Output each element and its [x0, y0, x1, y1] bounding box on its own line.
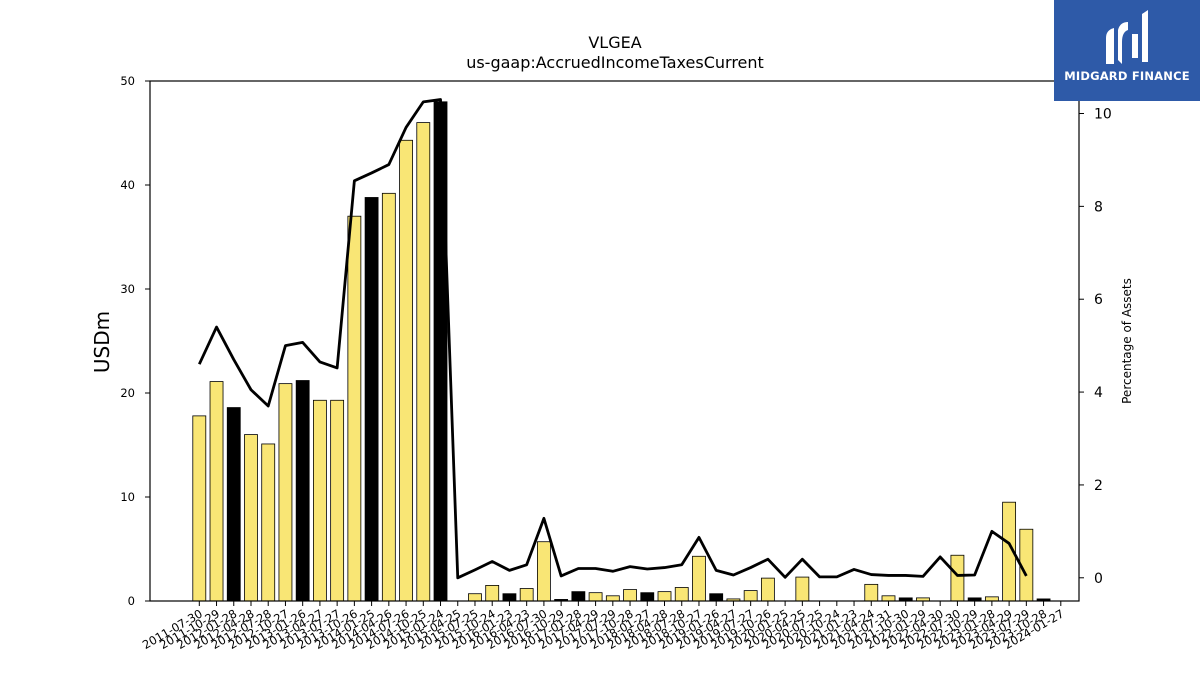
midgard-logo-icon: [1106, 10, 1148, 64]
bar-2016-07-30: [537, 541, 551, 602]
y2-tick-label: 0: [1094, 571, 1103, 587]
bar-2015-01-24: [433, 101, 448, 602]
bar-2018-04-28: [657, 591, 672, 602]
bar-2017-04-29: [588, 592, 603, 602]
bar-2023-01-28: [984, 596, 999, 602]
bar-2021-04-24: [864, 583, 879, 602]
y2-tick-label: 4: [1094, 385, 1103, 401]
y-tick-label: 0: [128, 594, 135, 608]
bar-2017-10-28: [623, 589, 637, 602]
y-tick-label: 40: [120, 178, 135, 192]
chart-title: VLGEA: [588, 33, 641, 52]
bar-2017-07-29: [605, 595, 620, 602]
bar-2016-04-23: [519, 588, 534, 602]
y-axis-label: USDm: [90, 311, 114, 373]
bar-2012-07-28: [261, 443, 276, 602]
bar-2014-07-26: [399, 139, 413, 602]
pct-of-assets-line: [198, 98, 1028, 580]
y-tick-label: 50: [120, 74, 135, 88]
bar-2014-01-25: [364, 197, 379, 602]
bar-2022-07-30: [950, 554, 965, 602]
y2-tick-label: 6: [1094, 292, 1103, 308]
bar-2015-10-24: [485, 585, 500, 602]
bar-2014-10-25: [416, 122, 431, 602]
bar-2016-01-23: [502, 593, 517, 602]
bar-2019-07-27: [743, 590, 758, 602]
y-tick-label: 20: [120, 386, 135, 400]
y-tick-label: 30: [120, 282, 135, 296]
bar-2013-01-26: [295, 380, 310, 602]
y2-tick-label: 10: [1094, 107, 1112, 123]
bar-2013-07-27: [330, 399, 345, 602]
bars-group: [192, 101, 1051, 602]
bar-2013-04-27: [313, 399, 327, 602]
bar-2012-01-28: [226, 407, 241, 602]
bar-2017-01-28: [571, 591, 586, 602]
bar-2018-07-28: [674, 587, 689, 602]
chart-subtitle: us-gaap:AccruedIncomeTaxesCurrent: [466, 53, 764, 72]
bar-2021-07-31: [881, 595, 896, 602]
brand-logo: MIDGARD FINANCE: [1054, 0, 1200, 101]
y-axis-right: 0 2 4 6 8 10: [1079, 107, 1112, 587]
y-tick-label: 10: [120, 490, 135, 504]
plot-frame: [149, 80, 1080, 602]
bar-2012-10-27: [278, 383, 293, 602]
bar-2019-10-26: [760, 577, 775, 602]
bar-2018-01-27: [640, 592, 655, 602]
y2-tick-label: 2: [1094, 478, 1103, 494]
x-axis: 2011-07-302011-10-292012-01-282012-04-28…: [140, 601, 1066, 652]
y2-axis-label: Percentage of Assets: [1120, 278, 1134, 404]
bar-2015-07-25: [468, 593, 482, 602]
y-axis-left: 0 10 20 30 40 50: [120, 74, 150, 608]
bar-2020-04-25: [795, 576, 810, 602]
bar-2018-10-27: [692, 555, 706, 602]
bar-2019-01-26: [709, 593, 724, 602]
bar-2013-10-26: [347, 215, 362, 602]
brand-name: MIDGARD FINANCE: [1064, 69, 1190, 83]
bar-2011-07-30: [192, 415, 207, 602]
bar-2014-04-26: [381, 192, 396, 602]
y2-tick-label: 8: [1094, 199, 1103, 215]
bar-2012-04-28: [244, 434, 258, 602]
bar-2011-10-29: [209, 381, 224, 602]
